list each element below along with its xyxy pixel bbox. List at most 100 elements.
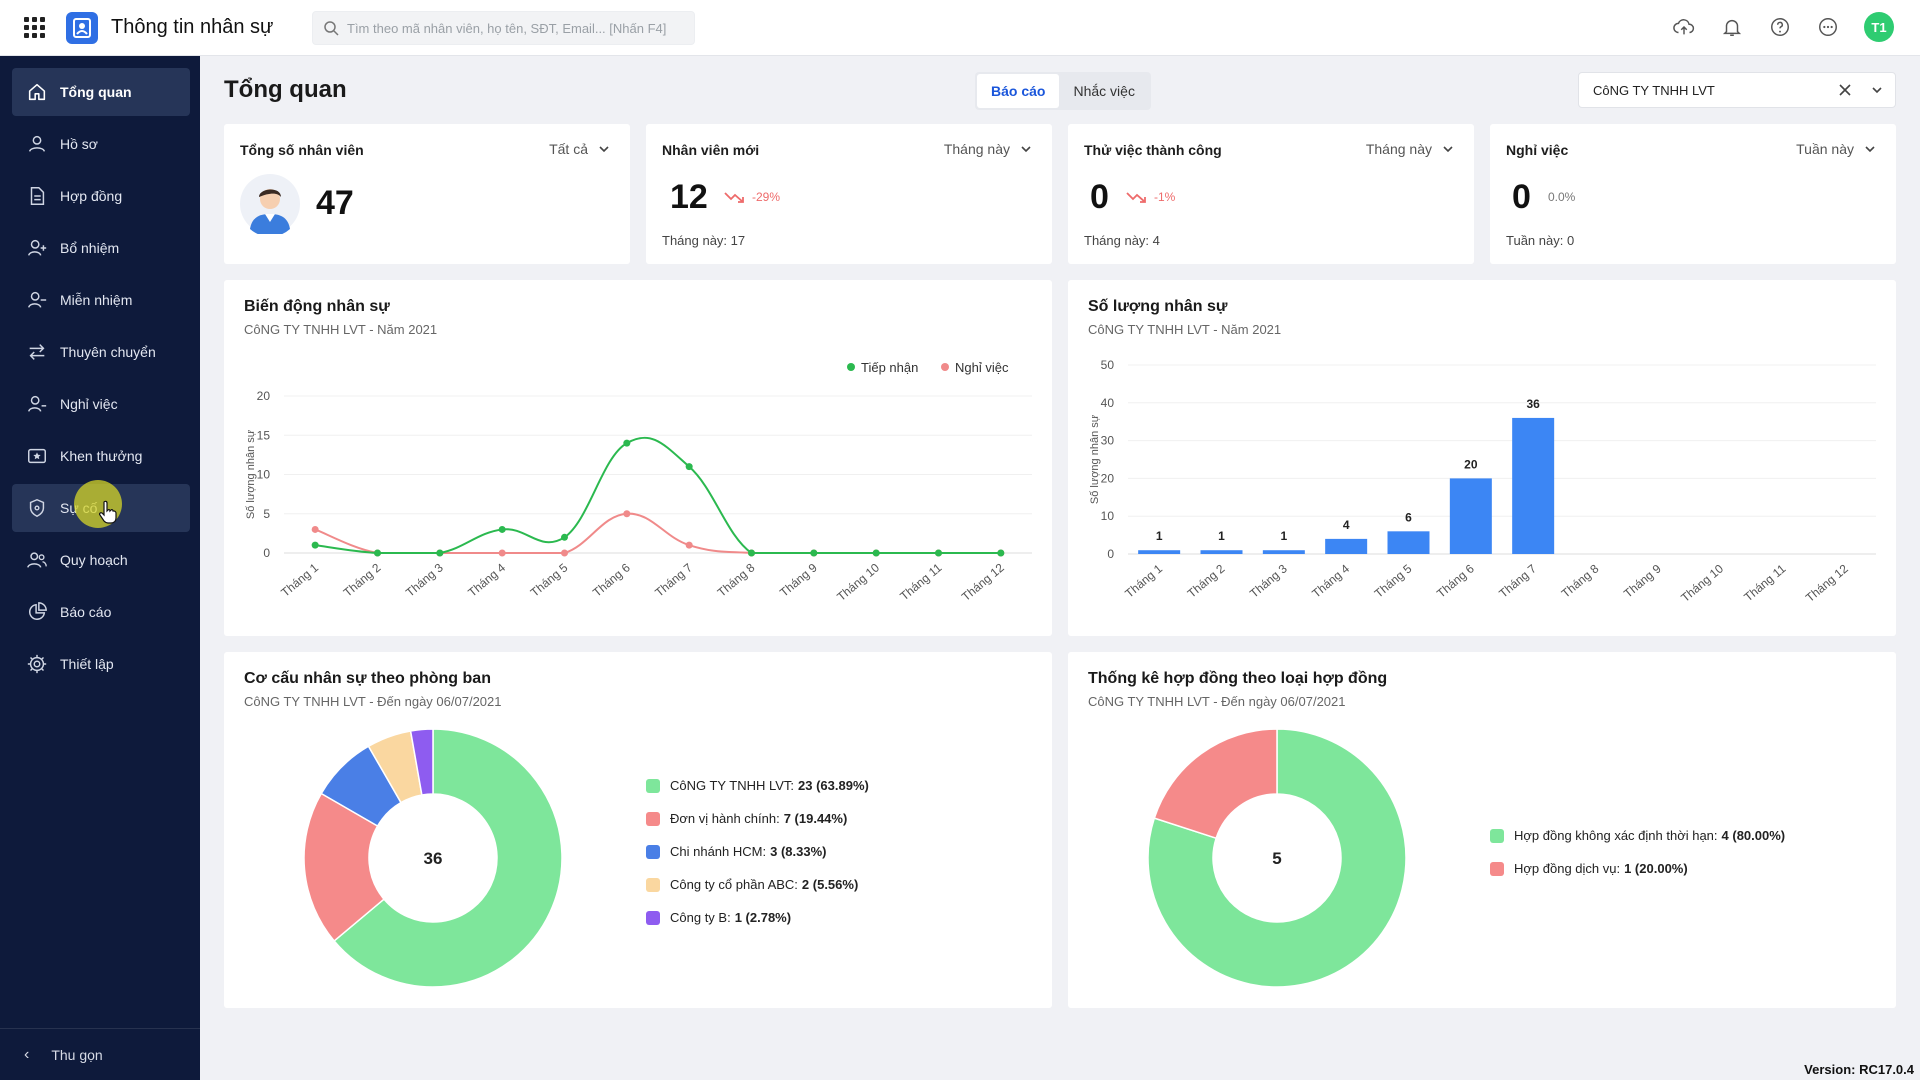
bell-icon[interactable] <box>1720 15 1744 39</box>
x-tick-label: Tháng 11 <box>1741 561 1788 604</box>
legend-marker <box>847 363 855 371</box>
panel-title: Thống kê hợp đồng theo loại hợp đồng <box>1088 670 1388 687</box>
kpi-change-value: -1% <box>1154 190 1176 204</box>
search-box[interactable] <box>312 11 695 45</box>
x-tick-label: Tháng 6 <box>590 560 633 599</box>
x-tick-label: Tháng 2 <box>1185 561 1228 600</box>
y-tick-label: 15 <box>257 428 271 442</box>
legend-item[interactable]: Chi nhánh HCM: 3 (8.33%) <box>646 844 826 859</box>
legend-item[interactable]: Hợp đồng dịch vụ: 1 (20.00%) <box>1490 861 1688 876</box>
kpi-filter-dropdown[interactable]: Tháng này <box>944 141 1032 157</box>
search-input[interactable] <box>347 20 687 36</box>
bar-value-label: 1 <box>1156 529 1163 543</box>
user-avatar[interactable]: T1 <box>1864 12 1894 42</box>
sidebar-item-label: Hồ sơ <box>60 136 98 152</box>
bar-value-label: 4 <box>1343 518 1350 532</box>
x-tick-label: Tháng 4 <box>465 560 508 599</box>
legend-item[interactable]: Hợp đồng không xác định thời hạn: 4 (80.0… <box>1490 828 1785 843</box>
data-point <box>685 463 693 471</box>
kpi-change: -1% <box>1126 190 1175 204</box>
legend-item[interactable]: Công ty cổ phần ABC: 2 (5.56%) <box>646 877 858 892</box>
legend-item[interactable]: CôNG TY TNHH LVT: 23 (63.89%) <box>646 778 869 793</box>
home-icon <box>28 83 46 101</box>
sidebar-item-khen-thuong[interactable]: Khen thưởng <box>12 432 190 480</box>
users-icon <box>27 552 47 568</box>
sidebar-item-nghi-viec[interactable]: Nghỉ việc <box>12 380 190 428</box>
y-tick-label: 20 <box>257 389 271 403</box>
trend-down-icon <box>1126 192 1146 203</box>
bar <box>1449 478 1492 554</box>
legend-label: Tiếp nhận <box>861 360 918 375</box>
kpi-value: 0 <box>1090 178 1109 216</box>
kpi-change: 0.0% <box>1548 190 1575 204</box>
y-tick-label: 30 <box>1101 434 1115 448</box>
company-select[interactable]: CôNG TY TNHH LVT <box>1578 72 1896 108</box>
sidebar-item-thuyen-chuyen[interactable]: Thuyên chuyển <box>12 328 190 376</box>
legend-item[interactable]: Công ty B: 1 (2.78%) <box>646 910 791 925</box>
panel-subtitle: CôNG TY TNHH LVT - Năm 2021 <box>244 322 438 337</box>
x-tick-label: Tháng 1 <box>1122 561 1165 600</box>
sidebar-item-label: Thuyên chuyển <box>60 344 156 360</box>
chevron-down-icon <box>599 146 609 153</box>
chevron-left-icon: ‹ <box>24 1045 30 1063</box>
data-point <box>872 549 880 557</box>
employee-avatar-icon <box>240 174 300 234</box>
user-leave-icon <box>28 395 47 412</box>
panel-contract-types: Thống kê hợp đồng theo loại hợp đồng CôN… <box>1068 652 1896 1008</box>
bar-value-label: 1 <box>1218 529 1225 543</box>
x-tick-label: Tháng 8 <box>715 560 758 599</box>
x-tick-label: Tháng 12 <box>1803 561 1851 605</box>
data-point <box>997 549 1005 557</box>
x-tick-label: Tháng 5 <box>528 560 571 599</box>
sidebar-item-quy-hoach[interactable]: Quy hoạch <box>12 536 190 584</box>
apps-grid-icon[interactable] <box>22 16 46 40</box>
legend-value: 4 (80.00%) <box>1721 828 1786 843</box>
bar-value-label: 36 <box>1526 397 1540 411</box>
legend-value: 1 (2.78%) <box>734 910 792 925</box>
more-icon[interactable] <box>1816 15 1840 39</box>
sidebar-item-tong-quan[interactable]: Tổng quan <box>12 68 190 116</box>
data-point <box>935 549 942 557</box>
legend-label: Công ty B: <box>670 910 731 925</box>
x-tick-label: Tháng 2 <box>341 560 384 599</box>
legend-label: Nghỉ việc <box>955 360 1009 375</box>
sidebar-item-mien-nhiem[interactable]: Miễn nhiệm <box>12 276 190 324</box>
help-icon[interactable] <box>1768 15 1792 39</box>
kpi-filter-dropdown[interactable]: Tuần này <box>1796 141 1876 157</box>
kpi-title: Tổng số nhân viên <box>240 142 364 158</box>
kpi-card-new-employees: Nhân viên mới Tháng này 12 -29% Tháng nà… <box>646 124 1052 264</box>
clear-icon[interactable] <box>1837 82 1853 98</box>
collapse-sidebar-button[interactable]: ‹ Thu gọn <box>0 1028 200 1080</box>
kpi-filter-dropdown[interactable]: Tất cả <box>549 141 610 157</box>
sidebar-item-bo-nhiem[interactable]: Bổ nhiệm <box>12 224 190 272</box>
kpi-card-probation-success: Thử việc thành công Tháng này 0 -1% Thán… <box>1068 124 1474 264</box>
bar-value-label: 6 <box>1405 510 1412 524</box>
kpi-filter-label: Tháng này <box>1365 141 1432 157</box>
data-point <box>685 541 693 549</box>
x-tick-label: Tháng 3 <box>403 560 446 599</box>
tab-nhac-viec[interactable]: Nhắc việc <box>1073 83 1135 99</box>
cloud-upload-icon[interactable] <box>1672 15 1696 39</box>
sidebar-item-bao-cao[interactable]: Báo cáo <box>12 588 190 636</box>
legend-value: 3 (8.33%) <box>770 844 827 859</box>
y-tick-label: 20 <box>1101 471 1115 485</box>
kpi-card-resignations: Nghỉ việc Tuần này 0 0.0% Tuần này: 0 <box>1490 124 1896 264</box>
y-axis-label: Số lượng nhân sự <box>1089 414 1101 504</box>
legend-swatch <box>1490 828 1504 843</box>
panel-title: Cơ cấu nhân sự theo phòng ban <box>244 670 491 687</box>
sidebar-item-hop-dong[interactable]: Hợp đồng <box>12 172 190 220</box>
kpi-sub: Tháng này: 4 <box>1084 233 1160 248</box>
sidebar-item-ho-so[interactable]: Hồ sơ <box>12 120 190 168</box>
series-line-nghi-viec <box>314 512 1001 554</box>
legend-label: Đơn vị hành chính: <box>670 811 780 826</box>
bar <box>1200 550 1243 554</box>
kpi-filter-dropdown[interactable]: Tháng này <box>1366 141 1454 157</box>
company-select-value: CôNG TY TNHH LVT <box>1593 82 1715 98</box>
chevron-down-icon[interactable] <box>1871 84 1883 96</box>
chevron-down-icon <box>1443 146 1453 153</box>
app-title: Thông tin nhân sự <box>111 16 274 38</box>
legend-item[interactable]: Đơn vị hành chính: 7 (19.44%) <box>646 811 847 826</box>
pie-chart-icon <box>29 602 47 620</box>
tab-bao-cao[interactable]: Báo cáo <box>977 74 1060 108</box>
sidebar-item-thiet-lap[interactable]: Thiết lập <box>12 640 190 688</box>
